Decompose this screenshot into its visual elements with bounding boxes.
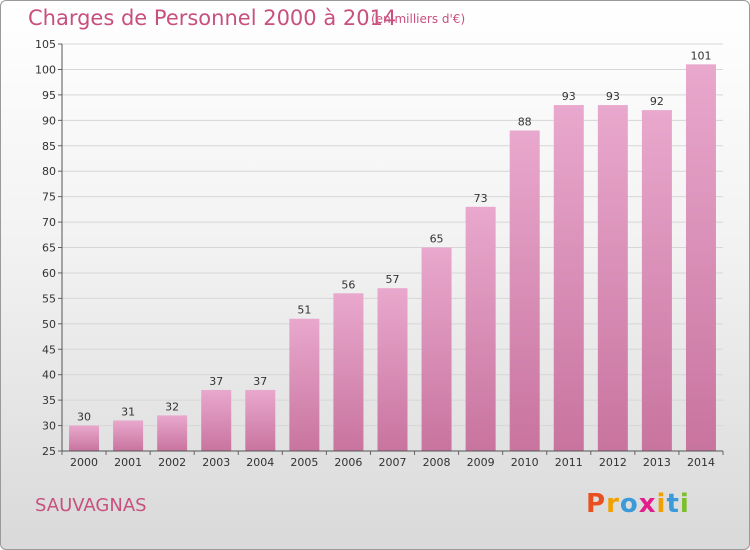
- data-label-2012: 93: [606, 90, 620, 103]
- x-tick-label: 2014: [687, 456, 715, 469]
- x-tick-label: 2012: [599, 456, 627, 469]
- logo-letter: x: [638, 489, 657, 519]
- x-tick-label: 2005: [290, 456, 318, 469]
- bar-2012: [597, 105, 628, 452]
- bar-2010: [509, 130, 540, 452]
- y-tick-label: 95: [42, 89, 56, 102]
- x-tick-label: 2002: [158, 456, 186, 469]
- data-label-2003: 37: [209, 375, 223, 388]
- logo-letter: t: [666, 489, 680, 519]
- data-label-2004: 37: [253, 375, 267, 388]
- data-label-2002: 32: [165, 400, 179, 413]
- bar-2001: [113, 420, 144, 451]
- commune-name: SAUVAGNAS: [35, 495, 147, 516]
- logo-letter: i: [656, 489, 667, 519]
- y-tick-label: 70: [42, 216, 56, 229]
- logo-letter: o: [619, 489, 639, 519]
- data-label-2009: 73: [474, 192, 488, 205]
- data-label-2006: 56: [341, 278, 355, 291]
- data-label-2011: 93: [562, 90, 576, 103]
- bar-2002: [157, 415, 188, 451]
- logo-letter: P: [586, 489, 607, 519]
- x-axis-ticks: 2000 2001 2002 2003 2004 2005 2006 2007 2008 2009…: [61, 451, 724, 469]
- logo-letter: r: [606, 489, 620, 519]
- bar-2007: [377, 288, 408, 451]
- bar-2006: [333, 293, 364, 451]
- x-tick-label: 2001: [114, 456, 142, 469]
- data-label-2013: 92: [650, 95, 664, 108]
- bar-2011: [553, 105, 584, 452]
- data-label-2000: 30: [77, 411, 91, 424]
- y-tick-label: 90: [42, 114, 56, 127]
- bar-2000: [69, 425, 100, 451]
- x-tick-label: 2000: [70, 456, 98, 469]
- data-label-2008: 65: [430, 233, 444, 246]
- y-axis-ticks: 25 30 35 40 45 50 55 60 65 70 75 80 85 90 95 100 105: [35, 38, 62, 458]
- bar-2009: [465, 206, 496, 451]
- x-tick-label: 2011: [555, 456, 583, 469]
- bar-2005: [289, 318, 320, 451]
- y-tick-label: 50: [42, 318, 56, 331]
- y-tick-label: 25: [42, 445, 56, 458]
- bar-2013: [641, 110, 672, 451]
- bar-2003: [201, 389, 232, 451]
- data-label-2007: 57: [386, 273, 400, 286]
- axes: [61, 44, 723, 452]
- chart-subtitle: (en milliers d'€): [371, 12, 466, 26]
- bar-2004: [245, 389, 276, 451]
- y-tick-label: 45: [42, 343, 56, 356]
- proxiti-logo[interactable]: Proxiti: [586, 489, 690, 519]
- x-tick-label: 2004: [246, 456, 274, 469]
- data-label-2010: 88: [518, 115, 532, 128]
- y-tick-label: 65: [42, 242, 56, 255]
- x-tick-label: 2007: [379, 456, 407, 469]
- y-tick-label: 80: [42, 165, 56, 178]
- data-label-2014: 101: [690, 49, 711, 62]
- data-labels: 30 31 32 37 37 51 56 57 65 73 88 93 93 92 101: [77, 49, 711, 423]
- x-tick-label: 2010: [511, 456, 539, 469]
- y-tick-label: 105: [35, 38, 56, 51]
- x-tick-label: 2008: [423, 456, 451, 469]
- y-tick-label: 40: [42, 369, 56, 382]
- x-tick-label: 2009: [467, 456, 495, 469]
- logo-letter: i: [679, 489, 690, 519]
- x-tick-label: 2013: [643, 456, 671, 469]
- bar-2008: [421, 247, 452, 451]
- chart-title: Charges de Personnel 2000 à 2014: [28, 6, 397, 30]
- y-tick-label: 60: [42, 267, 56, 280]
- x-tick-label: 2006: [334, 456, 362, 469]
- data-label-2005: 51: [297, 304, 311, 317]
- y-tick-label: 85: [42, 140, 56, 153]
- y-tick-label: 35: [42, 394, 56, 407]
- y-tick-label: 75: [42, 191, 56, 204]
- bar-2014: [685, 64, 716, 451]
- y-tick-label: 30: [42, 420, 56, 433]
- bars: [69, 64, 716, 452]
- x-tick-label: 2003: [202, 456, 230, 469]
- y-tick-label: 100: [35, 63, 56, 76]
- y-tick-label: 55: [42, 292, 56, 305]
- data-label-2001: 31: [121, 405, 135, 418]
